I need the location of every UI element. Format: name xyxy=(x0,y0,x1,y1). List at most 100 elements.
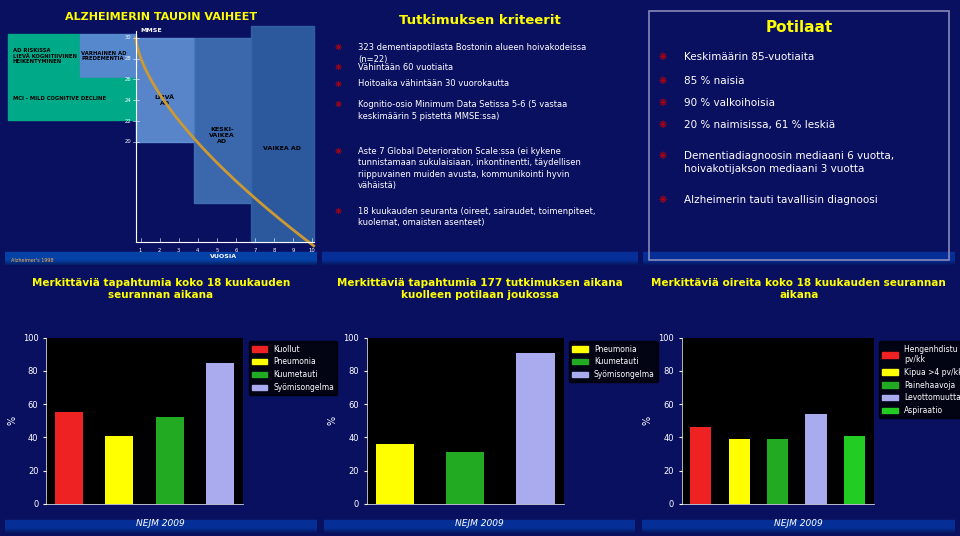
Bar xyxy=(643,254,955,261)
Bar xyxy=(324,526,635,533)
Bar xyxy=(5,259,317,265)
Bar xyxy=(5,526,317,533)
Text: 10: 10 xyxy=(309,248,316,253)
Text: ❋: ❋ xyxy=(659,52,667,62)
Bar xyxy=(643,256,955,262)
Bar xyxy=(643,258,955,264)
Bar xyxy=(5,522,317,528)
Bar xyxy=(643,256,955,262)
Bar xyxy=(643,255,955,261)
Bar xyxy=(324,523,635,530)
Bar xyxy=(642,522,955,528)
Bar xyxy=(324,525,635,532)
Text: Merkittäviä tapahtumia koko 18 kuukauden
seurannan aikana: Merkittäviä tapahtumia koko 18 kuukauden… xyxy=(32,278,290,300)
Y-axis label: %: % xyxy=(327,416,338,426)
Bar xyxy=(642,520,955,527)
Bar xyxy=(322,255,638,261)
Bar xyxy=(324,526,635,533)
Text: AD RISKISSA
LIEVÄ KOGNITIIVINEN
HEIKENTYMINEN: AD RISKISSA LIEVÄ KOGNITIIVINEN HEIKENTY… xyxy=(12,48,77,64)
Bar xyxy=(642,524,955,531)
Bar xyxy=(5,258,317,265)
Bar xyxy=(324,522,635,528)
Bar xyxy=(322,258,638,265)
Bar xyxy=(322,254,638,260)
Text: ❋: ❋ xyxy=(334,79,341,88)
Bar xyxy=(643,256,955,263)
Bar xyxy=(5,256,317,262)
Text: 24: 24 xyxy=(125,98,132,103)
Bar xyxy=(5,258,317,265)
Bar xyxy=(642,526,955,532)
Bar xyxy=(194,38,252,203)
Bar xyxy=(643,252,955,259)
Bar xyxy=(5,522,317,528)
Text: VAIKEA AD: VAIKEA AD xyxy=(263,146,301,151)
Bar xyxy=(5,525,317,532)
Bar xyxy=(322,256,638,263)
Bar xyxy=(8,78,135,120)
Bar xyxy=(5,524,317,531)
Text: ❋: ❋ xyxy=(334,207,341,216)
Bar xyxy=(642,521,955,528)
Text: Alzheimer's 1998: Alzheimer's 1998 xyxy=(12,258,54,263)
Bar xyxy=(324,520,635,527)
Bar xyxy=(643,254,955,260)
Text: ❋: ❋ xyxy=(659,98,667,108)
Bar xyxy=(5,524,317,531)
Text: Keskimäärin 85-vuotiaita: Keskimäärin 85-vuotiaita xyxy=(684,52,814,62)
Bar xyxy=(324,522,635,528)
Bar xyxy=(5,255,317,262)
Text: MMSE: MMSE xyxy=(140,27,162,33)
Bar xyxy=(643,255,955,262)
Bar xyxy=(643,257,955,264)
Text: ❋: ❋ xyxy=(659,151,667,161)
Bar xyxy=(5,523,317,530)
Bar xyxy=(324,525,635,531)
Bar xyxy=(5,256,317,263)
Text: Alzheimerin tauti tavallisin diagnoosi: Alzheimerin tauti tavallisin diagnoosi xyxy=(684,195,877,205)
Bar xyxy=(642,520,955,527)
Text: ❋: ❋ xyxy=(659,76,667,86)
Bar xyxy=(642,525,955,531)
Bar xyxy=(5,524,317,531)
Bar xyxy=(322,256,638,262)
Bar xyxy=(5,525,317,531)
Bar xyxy=(642,523,955,529)
Bar xyxy=(642,526,955,533)
Bar xyxy=(324,525,635,531)
Bar xyxy=(5,522,317,528)
Bar xyxy=(206,363,234,504)
Bar xyxy=(322,258,638,265)
Text: 323 dementiapotilasta Bostonin alueen hoivakodeissa
(n=22): 323 dementiapotilasta Bostonin alueen ho… xyxy=(358,43,587,63)
Bar xyxy=(643,258,955,264)
Bar xyxy=(642,526,955,532)
Bar xyxy=(690,427,711,504)
Bar xyxy=(5,258,317,264)
Text: Dementiadiagnoosin mediaani 6 vuotta,
hoivakotijakson mediaani 3 vuotta: Dementiadiagnoosin mediaani 6 vuotta, ho… xyxy=(684,151,894,174)
Bar xyxy=(643,253,955,259)
Text: Kognitio-osio Minimum Data Setissa 5-6 (5 vastaa
keskimäärin 5 pistettä MMSE:ssa: Kognitio-osio Minimum Data Setissa 5-6 (… xyxy=(358,100,567,121)
Bar xyxy=(324,523,635,529)
Text: NEJM 2009: NEJM 2009 xyxy=(775,519,823,528)
Bar xyxy=(324,524,635,531)
Bar xyxy=(643,255,955,261)
Bar xyxy=(5,255,317,262)
Text: 9: 9 xyxy=(292,248,295,253)
Bar xyxy=(5,526,317,532)
Bar xyxy=(322,259,638,265)
Bar xyxy=(5,523,317,530)
Bar xyxy=(322,253,638,259)
Text: NEJM 2009: NEJM 2009 xyxy=(455,519,504,528)
Text: Merkittäviä tapahtumia 177 tutkimuksen aikana
kuolleen potilaan joukossa: Merkittäviä tapahtumia 177 tutkimuksen a… xyxy=(337,278,622,300)
Bar xyxy=(643,253,955,259)
Bar xyxy=(322,257,638,263)
Bar xyxy=(324,522,635,528)
Text: VARHAINEN AD
PREDEMENTIA: VARHAINEN AD PREDEMENTIA xyxy=(82,51,127,62)
Text: 18 kuukauden seuranta (oireet, sairaudet, toimenpiteet,
kuolemat, omaisten asent: 18 kuukauden seuranta (oireet, sairaudet… xyxy=(358,207,595,227)
Bar xyxy=(252,26,314,242)
Bar xyxy=(642,524,955,531)
Text: ❋: ❋ xyxy=(334,63,341,71)
Bar xyxy=(642,521,955,527)
Bar xyxy=(5,257,317,264)
Bar xyxy=(324,526,635,532)
